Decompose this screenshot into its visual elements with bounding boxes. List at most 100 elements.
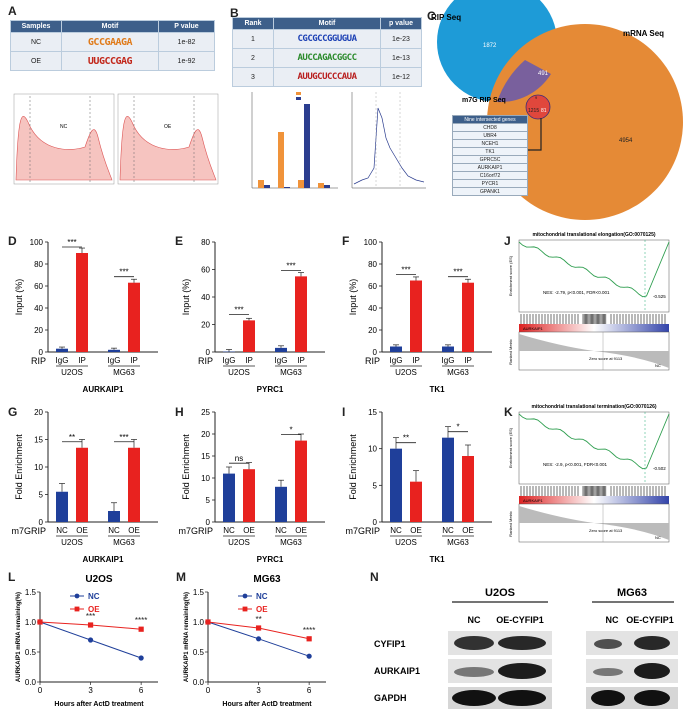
bar bbox=[56, 491, 68, 522]
gene-cell: AURKAIP1 bbox=[452, 163, 528, 172]
legend-oe-marker bbox=[242, 606, 248, 612]
sig-marker: *** bbox=[67, 238, 76, 247]
bar bbox=[243, 469, 255, 522]
bar bbox=[128, 282, 140, 352]
y-tick-label: 0 bbox=[39, 348, 44, 357]
rank-color-bar bbox=[519, 496, 669, 504]
x-axis-label: Hours after ActD treatment bbox=[222, 701, 312, 708]
category-label: IP bbox=[130, 356, 138, 365]
y-tick-label: 5 bbox=[206, 496, 211, 505]
legend-nc-label: NC bbox=[88, 592, 100, 601]
gsea-plot-k: mitochondrial translational termination(… bbox=[508, 404, 670, 543]
bar bbox=[108, 511, 120, 522]
venn-count-mrna: 4954 bbox=[619, 138, 633, 144]
y-tick-label: 1.5 bbox=[25, 588, 37, 597]
y-tick-label: 0 bbox=[206, 518, 211, 527]
pvalue-cell: 1e-23 bbox=[380, 29, 422, 49]
y-tick-label: 40 bbox=[201, 293, 210, 302]
group-label: MG63 bbox=[113, 368, 135, 377]
motif-logo: AUUGCUCCCAUA bbox=[297, 71, 357, 82]
row-label: m7GRIP bbox=[11, 526, 46, 536]
motif-logo: CGCGCCGGUGUA bbox=[297, 33, 357, 44]
category-label: IgG bbox=[223, 356, 236, 365]
y-tick-label: 100 bbox=[364, 238, 378, 247]
venn-diagram-c: RIP Seq mRNA Seq m7G RIP Seq 1872 491 49… bbox=[431, 0, 683, 220]
panel-label-f: F bbox=[342, 234, 350, 248]
wb-protein-label: GAPDH bbox=[374, 693, 407, 703]
peak-distribution-line bbox=[351, 92, 426, 189]
gene-cell: GPANK1 bbox=[452, 187, 528, 196]
bar bbox=[390, 346, 402, 352]
row-label: RIP bbox=[31, 356, 46, 366]
category-label: IP bbox=[464, 356, 472, 365]
sig-marker: ns bbox=[235, 454, 243, 463]
sample-cell: OE bbox=[10, 51, 62, 71]
sig-marker: *** bbox=[286, 261, 295, 270]
bar-chart-d: 0 20 40 60 80 100 Input (%) *** *** IgG IP IgG IP U2O… bbox=[14, 238, 158, 394]
category-label: NC bbox=[56, 526, 68, 535]
group-label: MG63 bbox=[113, 538, 135, 547]
y-tick-label: 80 bbox=[201, 238, 210, 247]
gsea-title: mitochondrial translational termination(… bbox=[531, 404, 656, 410]
motif-logo: GCCGAAGA bbox=[87, 36, 133, 48]
y-tick-label: 0 bbox=[39, 518, 44, 527]
group-label: MG63 bbox=[447, 368, 469, 377]
group-label: U2OS bbox=[61, 368, 83, 377]
nc-point bbox=[87, 637, 94, 643]
gsea-gene-label: AURKAIP1 bbox=[523, 498, 544, 503]
y-tick-label: 0 bbox=[206, 348, 211, 357]
sample-cell: NC bbox=[10, 32, 62, 52]
bar bbox=[390, 448, 402, 522]
panel-label-l: L bbox=[8, 570, 16, 584]
pvalue-cell: 1e-13 bbox=[380, 48, 422, 68]
col-rank: Rank bbox=[232, 17, 274, 30]
wb-cell1-label: U2OS bbox=[485, 587, 515, 599]
category-label: OE bbox=[295, 526, 307, 535]
y-tick-label: 0.5 bbox=[25, 648, 37, 657]
gene-cell: TK1 bbox=[452, 147, 528, 156]
sig-marker: *** bbox=[453, 268, 462, 277]
category-label: NC bbox=[223, 526, 235, 535]
sig-marker: **** bbox=[303, 626, 315, 635]
es-frame bbox=[518, 239, 670, 313]
y-axis-label: AURKAIP1 mRNA remaining(%) bbox=[16, 592, 22, 682]
wb-protein-label: CYFIP1 bbox=[374, 639, 406, 649]
bar bbox=[295, 276, 307, 352]
y-tick-label: 20 bbox=[201, 430, 210, 439]
category-label: IP bbox=[245, 356, 253, 365]
category-label: IgG bbox=[390, 356, 403, 365]
density-nc-label: NC bbox=[60, 124, 68, 130]
wb-protein-label: AURKAIP1 bbox=[374, 666, 420, 676]
category-label: IgG bbox=[108, 356, 121, 365]
motif-logo: UUGCCGAG bbox=[87, 55, 133, 67]
panel-label-k: K bbox=[504, 405, 513, 419]
sig-marker: ** bbox=[69, 433, 75, 442]
es-curve bbox=[518, 241, 670, 298]
row-label: RIP bbox=[198, 356, 213, 366]
sig-marker: *** bbox=[119, 433, 128, 442]
x-tick-label: 0 bbox=[206, 686, 211, 695]
bar bbox=[442, 437, 454, 522]
y-axis-label: Input (%) bbox=[181, 279, 191, 316]
bar bbox=[410, 481, 422, 522]
sig-marker: **** bbox=[135, 616, 147, 625]
y-axis-label: Fold Enrichment bbox=[348, 434, 358, 500]
legend-oe-label: OE bbox=[88, 605, 100, 614]
panel-label-b: B bbox=[230, 6, 239, 20]
panel-label-g: G bbox=[8, 405, 18, 419]
x-tick-label: 6 bbox=[139, 686, 144, 695]
panel-label-h: H bbox=[175, 405, 184, 419]
sig-marker: * bbox=[456, 423, 459, 432]
panel-label-c: C bbox=[427, 9, 436, 23]
plot-title: MG63 bbox=[253, 574, 281, 585]
category-label: IP bbox=[412, 356, 420, 365]
gene-label: AURKAIP1 bbox=[83, 555, 124, 564]
category-label: OE bbox=[462, 526, 474, 535]
sig-marker: ** bbox=[255, 615, 261, 624]
y-axis-label: Fold Enrichment bbox=[181, 434, 191, 500]
es-frame bbox=[518, 411, 670, 485]
category-label: IgG bbox=[56, 356, 69, 365]
bar bbox=[76, 447, 88, 522]
gene-label: TK1 bbox=[429, 385, 445, 394]
rank-ylabel: Ranked Metric bbox=[508, 511, 513, 537]
